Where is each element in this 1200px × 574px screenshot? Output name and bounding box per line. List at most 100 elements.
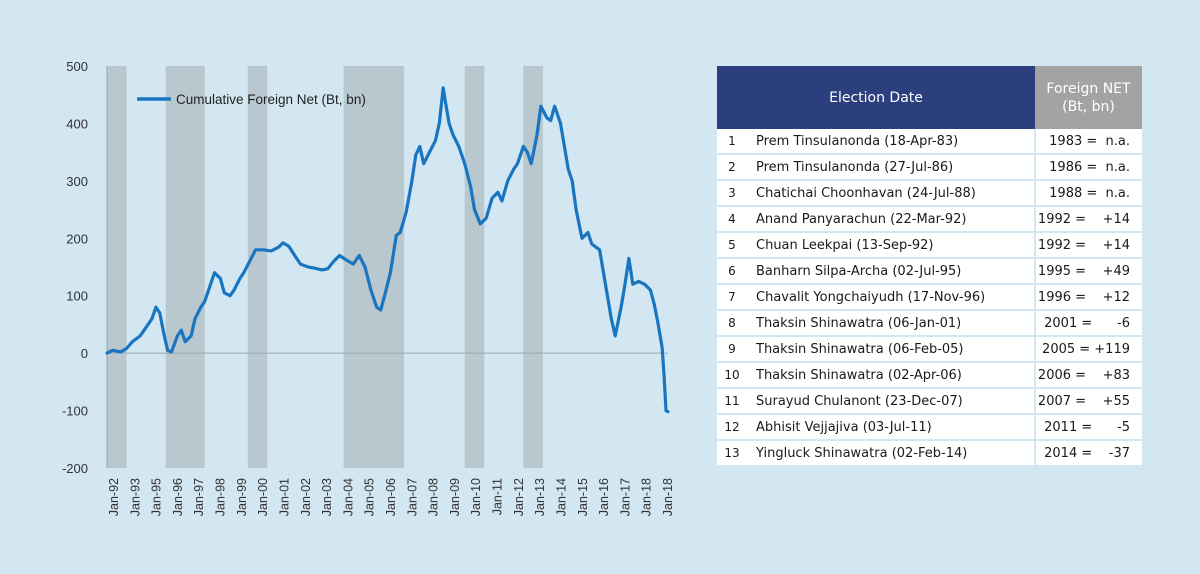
table-row: 7 Chavalit Yongchaiyudh (17-Nov-96) 1996 =… bbox=[717, 284, 1142, 311]
election-band bbox=[247, 66, 268, 468]
x-tick-label: Jan-17 bbox=[618, 478, 632, 516]
row-foreign-net: 2006 = +83 bbox=[1034, 362, 1142, 389]
row-election-name: Prem Tinsulanonda (27-Jul-86) bbox=[747, 154, 1035, 181]
table-row: 9 Thaksin Shinawatra (06-Feb-05) 2005 = +1… bbox=[717, 336, 1142, 363]
x-tick-label: Jan-04 bbox=[341, 478, 355, 516]
y-tick-label: 300 bbox=[66, 174, 88, 189]
y-tick-label: 100 bbox=[66, 289, 88, 304]
x-tick-label: Jan-95 bbox=[150, 478, 164, 516]
legend-label: Cumulative Foreign Net (Bt, bn) bbox=[176, 92, 366, 107]
row-foreign-net: 1995 = +49 bbox=[1034, 258, 1142, 285]
row-number: 6 bbox=[717, 258, 747, 285]
x-tick-label: Jan-12 bbox=[512, 478, 526, 516]
table-row: 2 Prem Tinsulanonda (27-Jul-86) 1986 = n.a… bbox=[717, 154, 1142, 181]
row-foreign-net: 1992 = +14 bbox=[1034, 206, 1142, 233]
x-tick-label: Jan-14 bbox=[554, 478, 568, 516]
table-row: 10 Thaksin Shinawatra (02-Apr-06) 2006 = +… bbox=[717, 362, 1142, 389]
row-number: 11 bbox=[717, 388, 747, 415]
row-election-name: Thaksin Shinawatra (06-Feb-05) bbox=[747, 336, 1035, 363]
x-tick-label: Jan-93 bbox=[128, 478, 142, 516]
header-foreign-net: Foreign NET (Bt, bn) bbox=[1035, 66, 1142, 129]
y-tick-label: -200 bbox=[62, 461, 88, 476]
y-tick-label: 500 bbox=[66, 59, 88, 74]
row-number: 10 bbox=[717, 362, 747, 389]
header-foreign-net-line1: Foreign NET bbox=[1046, 80, 1131, 97]
y-tick-label: 200 bbox=[66, 231, 88, 246]
x-tick-label: Jan-97 bbox=[192, 478, 206, 516]
row-election-name: Surayud Chulanont (23-Dec-07) bbox=[747, 388, 1035, 415]
row-election-name: Chatichai Choonhavan (24-Jul-88) bbox=[747, 180, 1035, 207]
election-table: Election Date Foreign NET (Bt, bn) 1 Prem … bbox=[717, 66, 1142, 467]
x-tick-label: Jan-15 bbox=[576, 478, 590, 516]
x-tick-label: Jan-96 bbox=[171, 478, 185, 516]
row-election-name: Thaksin Shinawatra (06-Jan-01) bbox=[747, 310, 1035, 337]
x-tick-label: Jan-06 bbox=[384, 478, 398, 516]
row-election-name: Prem Tinsulanonda (18-Apr-83) bbox=[747, 129, 1035, 155]
header-election-date: Election Date bbox=[717, 66, 1035, 129]
row-foreign-net: 2014 = -37 bbox=[1034, 440, 1142, 467]
row-foreign-net: 2001 = -6 bbox=[1034, 310, 1142, 337]
x-tick-label: Jan-02 bbox=[299, 478, 313, 516]
table-row: 4 Anand Panyarachun (22-Mar-92) 1992 = +14 bbox=[717, 206, 1142, 233]
election-band bbox=[107, 66, 127, 468]
table-row: 11 Surayud Chulanont (23-Dec-07) 2007 = +5… bbox=[717, 388, 1142, 415]
row-foreign-net: 1986 = n.a. bbox=[1034, 154, 1142, 181]
row-number: 5 bbox=[717, 232, 747, 259]
table-row: 13 Yingluck Shinawatra (02-Feb-14) 2014 = … bbox=[717, 440, 1142, 467]
row-number: 13 bbox=[717, 440, 747, 467]
y-tick-label: 400 bbox=[66, 116, 88, 131]
row-number: 7 bbox=[717, 284, 747, 311]
row-election-name: Chuan Leekpai (13-Sep-92) bbox=[747, 232, 1035, 259]
row-number: 8 bbox=[717, 310, 747, 337]
y-tick-label: -100 bbox=[62, 404, 88, 419]
x-tick-label: Jan-05 bbox=[363, 478, 377, 516]
table-row: 6 Banharn Silpa-Archa (02-Jul-95) 1995 = +… bbox=[717, 258, 1142, 285]
table-row: 5 Chuan Leekpai (13-Sep-92) 1992 = +14 bbox=[717, 232, 1142, 259]
x-tick-label: Jan-18 bbox=[661, 478, 675, 516]
row-foreign-net: 1983 = n.a. bbox=[1034, 129, 1142, 155]
row-election-name: Abhisit Vejjajiva (03-Jul-11) bbox=[747, 414, 1035, 441]
x-axis: Jan-92 Jan-93 Jan-95 Jan-96 Jan-97 Jan-98 Jan-… bbox=[107, 352, 675, 516]
row-foreign-net: 1992 = +14 bbox=[1034, 232, 1142, 259]
x-tick-label: Jan-07 bbox=[405, 478, 419, 516]
row-election-name: Chavalit Yongchaiyudh (17-Nov-96) bbox=[747, 284, 1035, 311]
x-tick-label: Jan-92 bbox=[107, 478, 121, 516]
table-row: 8 Thaksin Shinawatra (06-Jan-01) 2001 = -6 bbox=[717, 310, 1142, 337]
row-number: 9 bbox=[717, 336, 747, 363]
y-axis: 500 400 300 200 100 0 -100 -200 bbox=[62, 59, 108, 476]
election-band bbox=[464, 66, 485, 468]
y-tick-label: 0 bbox=[81, 346, 88, 361]
table-row: 1 Prem Tinsulanonda (18-Apr-83) 1983 = n.a… bbox=[717, 129, 1142, 155]
legend: Cumulative Foreign Net (Bt, bn) bbox=[137, 92, 366, 107]
row-election-name: Thaksin Shinawatra (02-Apr-06) bbox=[747, 362, 1035, 389]
x-tick-label: Jan-08 bbox=[427, 478, 441, 516]
x-tick-label: Jan-18 bbox=[640, 478, 654, 516]
table-row: 3 Chatichai Choonhavan (24-Jul-88) 1988 = … bbox=[717, 180, 1142, 207]
x-tick-label: Jan-00 bbox=[256, 478, 270, 516]
row-number: 12 bbox=[717, 414, 747, 441]
election-band bbox=[523, 66, 543, 468]
row-foreign-net: 1996 = +12 bbox=[1034, 284, 1142, 311]
row-number: 1 bbox=[717, 129, 747, 155]
election-band bbox=[343, 66, 405, 468]
x-tick-label: Jan-10 bbox=[469, 478, 483, 516]
x-tick-label: Jan-98 bbox=[214, 478, 228, 516]
x-tick-label: Jan-03 bbox=[320, 478, 334, 516]
series-line-cumulative-foreign-net bbox=[105, 86, 670, 414]
x-tick-label: Jan-13 bbox=[533, 478, 547, 516]
x-tick-label: Jan-11 bbox=[491, 478, 505, 515]
row-number: 4 bbox=[717, 206, 747, 233]
row-foreign-net: 2005 = +119 bbox=[1034, 336, 1142, 363]
row-foreign-net: 2007 = +55 bbox=[1034, 388, 1142, 415]
row-foreign-net: 2011 = -5 bbox=[1034, 414, 1142, 441]
x-tick-label: Jan-16 bbox=[597, 478, 611, 516]
header-foreign-net-line2: (Bt, bn) bbox=[1062, 98, 1115, 115]
election-band bbox=[165, 66, 205, 468]
election-bands bbox=[107, 66, 543, 468]
row-election-name: Banharn Silpa-Archa (02-Jul-95) bbox=[747, 258, 1035, 285]
row-election-name: Yingluck Shinawatra (02-Feb-14) bbox=[747, 440, 1035, 467]
x-tick-label: Jan-99 bbox=[235, 478, 249, 516]
row-election-name: Anand Panyarachun (22-Mar-92) bbox=[747, 206, 1035, 233]
row-number: 2 bbox=[717, 154, 747, 181]
